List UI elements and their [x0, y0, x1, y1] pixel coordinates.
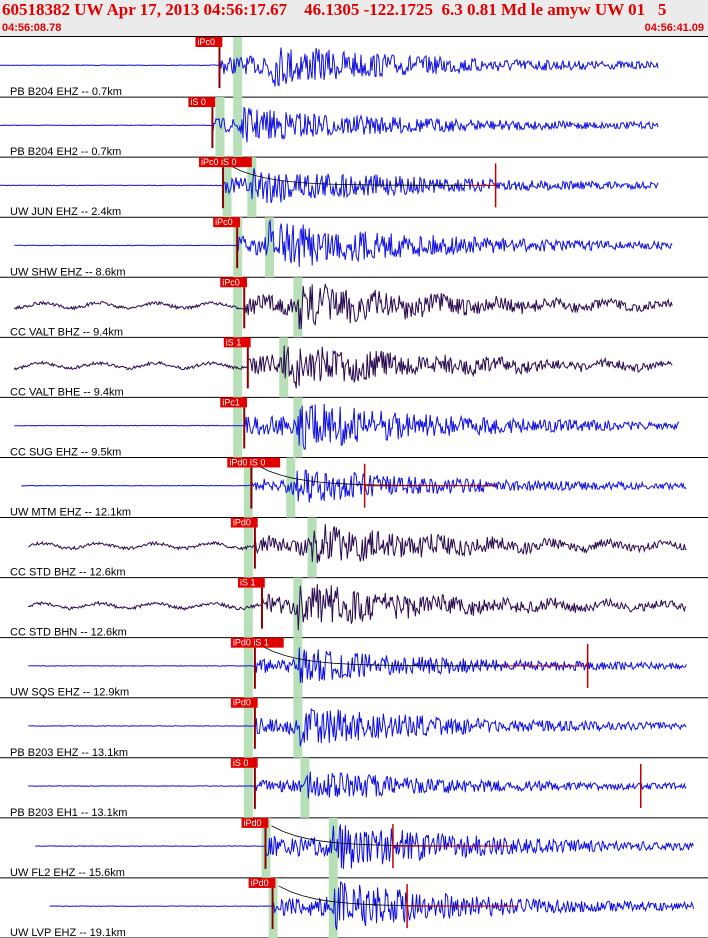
p-pick-bar — [243, 457, 253, 518]
trace-panel: iPd0 CC STD BHZ -- 12.6km — [0, 517, 708, 579]
pick-label-box — [195, 37, 223, 47]
pick-label: iPc0 — [215, 217, 233, 227]
start-time: 04:56:08.78 — [2, 22, 62, 34]
pick-label-box — [220, 397, 248, 408]
pick-label: iPd0 iS 1 — [233, 638, 269, 648]
station-label: PB B203 EHZ -- 13.1km — [10, 747, 128, 759]
trace-panel: iS 1 CC VALT BHE -- 9.4km — [0, 337, 708, 398]
station-label: CC VALT BHZ -- 9.4km — [10, 326, 123, 338]
pick-label-box — [223, 337, 251, 348]
station-label: UW SHW EHZ -- 8.6km — [10, 266, 126, 278]
s-pick-bar — [247, 157, 257, 218]
pick-label: iPc0 — [197, 37, 215, 47]
pick-label-box — [230, 637, 284, 648]
pick-label-box — [248, 877, 276, 888]
station-label: CC VALT BHE -- 9.4km — [10, 386, 124, 398]
trace-panel: iPc0 PB B204 EHZ -- 0.7km — [0, 37, 708, 98]
waveform — [0, 47, 659, 87]
waveform — [49, 881, 695, 930]
waveform — [14, 218, 673, 268]
s-pick-bar — [286, 457, 296, 518]
pick-label: iPd0 — [251, 878, 269, 888]
waveform — [13, 283, 673, 330]
s-pick-bar — [293, 277, 303, 338]
pick-label: iPd0 — [233, 698, 251, 708]
station-label: PB B204 EH2 -- 0.7km — [10, 146, 121, 158]
event-title: 60518382 UW Apr 17, 2013 04:56:17.67 46.… — [2, 0, 667, 19]
pick-label: iS 0 — [190, 97, 206, 107]
p-pick-bar — [243, 517, 253, 578]
waveform — [21, 469, 687, 503]
waveform — [28, 524, 687, 564]
coda-curve — [228, 164, 469, 186]
trace-panel: iPd0 PB B203 EHZ -- 13.1km — [0, 697, 708, 759]
station-label: UW LVP EHZ -- 19.1km — [10, 927, 126, 938]
p-pick-bar — [243, 757, 253, 818]
waveform — [28, 647, 687, 683]
station-label: UW SQS EHZ -- 12.9km — [10, 687, 129, 699]
trace-panel: iPc1 CC SUG EHZ -- 9.5km — [0, 397, 708, 458]
waveform — [14, 403, 680, 450]
trace-panel: iPd0 iS 0 UW MTM EHZ -- 12.1km — [0, 457, 708, 519]
header-bar: 60518382 UW Apr 17, 2013 04:56:17.67 46.… — [0, 0, 708, 37]
s-pick-bar — [328, 877, 338, 938]
station-label: UW MTM EHZ -- 12.1km — [10, 507, 131, 519]
waveform — [0, 168, 659, 204]
s-pick-bar — [300, 757, 310, 818]
pick-label-box — [199, 157, 252, 168]
trace-panel: iPc0 iS 0 UW JUN EHZ -- 2.4km — [0, 157, 708, 218]
pick-label-box — [188, 97, 216, 108]
pick-label: iS 1 — [240, 578, 256, 588]
trace-panel: iPd0 UW FL2 EHZ -- 15.6km — [0, 817, 708, 879]
waveform — [35, 824, 694, 869]
trace-panel: iS 1 CC STD BHN -- 12.6km — [0, 577, 708, 639]
pick-label: iPc1 — [222, 397, 240, 407]
waveform — [27, 584, 687, 631]
pick-label: iPc0 iS 0 — [201, 157, 237, 167]
p-pick-bar — [243, 637, 253, 698]
pick-label-box — [230, 517, 258, 528]
waveform — [13, 345, 673, 389]
s-pick-bar — [328, 817, 338, 878]
s-pick-bar — [265, 217, 275, 278]
pick-label-box — [237, 577, 265, 588]
p-pick-bar — [243, 697, 253, 758]
pick-label-box — [213, 217, 240, 228]
p-pick-bar — [233, 397, 243, 458]
p-pick-bar — [233, 37, 243, 98]
trace-panel: iPd0 iS 1 UW SQS EHZ -- 12.9km — [0, 637, 708, 699]
station-label: CC STD BHN -- 12.6km — [10, 627, 127, 639]
trace-panel: iPd0 UW LVP EHZ -- 19.1km — [0, 877, 708, 938]
station-label: UW FL2 EHZ -- 15.6km — [10, 867, 125, 879]
coda-curve — [260, 645, 501, 667]
pick-label: iPd0 iS 0 — [229, 457, 265, 467]
seismogram-panels: iPc0 PB B204 EHZ -- 0.7km iS 0 PB B204 EH2 … — [0, 37, 708, 938]
end-time: 04:56:41.09 — [644, 22, 704, 34]
pick-label: iPc0 — [222, 277, 240, 287]
pick-label-box — [241, 817, 269, 828]
waveform — [0, 106, 659, 143]
station-label: UW JUN EHZ -- 2.4km — [10, 206, 121, 218]
station-label: PB B203 EH1 -- 13.1km — [10, 807, 127, 819]
pick-label: iS 1 — [226, 337, 242, 347]
station-label: CC STD BHZ -- 12.6km — [10, 567, 126, 579]
p-pick-bar — [222, 157, 232, 218]
pick-label: iS 0 — [233, 758, 249, 768]
trace-panel: iS 0 PB B203 EH1 -- 13.1km — [0, 757, 708, 819]
s-pick-bar — [293, 637, 303, 698]
pick-label: iPd0 — [233, 518, 251, 528]
station-label: CC SUG EHZ -- 9.5km — [10, 446, 121, 458]
trace-panel: iPc0 CC VALT BHZ -- 9.4km — [0, 277, 708, 338]
pick-label-box — [227, 457, 281, 468]
pick-label-box — [230, 697, 258, 708]
station-label: PB B204 EHZ -- 0.7km — [10, 86, 122, 98]
trace-panel: iS 0 PB B204 EH2 -- 0.7km — [0, 97, 708, 158]
pick-label-box — [230, 757, 258, 768]
pick-label-box — [220, 277, 248, 288]
waveform — [28, 707, 687, 747]
trace-panel: iPc0 UW SHW EHZ -- 8.6km — [0, 217, 708, 278]
pick-label: iPd0 — [244, 818, 262, 828]
waveform — [28, 771, 687, 799]
p-pick-bar — [233, 277, 243, 338]
